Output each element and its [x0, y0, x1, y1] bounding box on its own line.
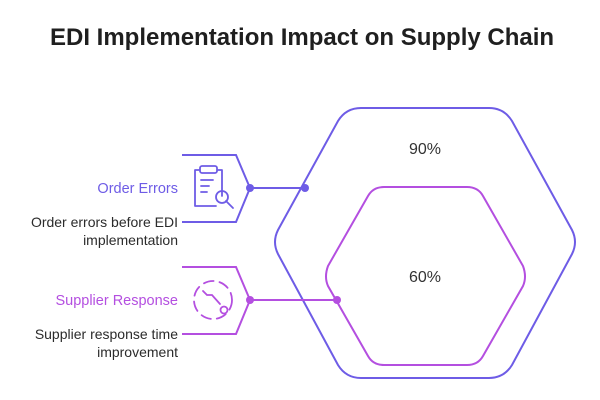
- supplier-response-description-line1: Supplier response time: [34, 326, 178, 342]
- supplier-response-title: Supplier Response: [55, 293, 178, 309]
- page-title: EDI Implementation Impact on Supply Chai…: [50, 24, 555, 51]
- clipboard-search-icon: [194, 165, 234, 209]
- order-errors-value: 90%: [408, 141, 442, 158]
- order-errors-title: Order Errors: [97, 181, 178, 197]
- order-errors-description-line1: Order errors before EDI: [30, 214, 178, 230]
- order-errors-description-line2: implementation: [83, 232, 178, 248]
- inner-hexagon: [325, 186, 526, 366]
- outer-hexagon: [274, 107, 576, 379]
- supplier-response-description-line2: improvement: [97, 344, 178, 360]
- supplier-response-connector: [182, 266, 341, 335]
- order-errors-connector: [182, 154, 309, 223]
- supplier-response-value: 60%: [408, 269, 442, 286]
- dashed-circle-arrow-icon: [193, 280, 233, 320]
